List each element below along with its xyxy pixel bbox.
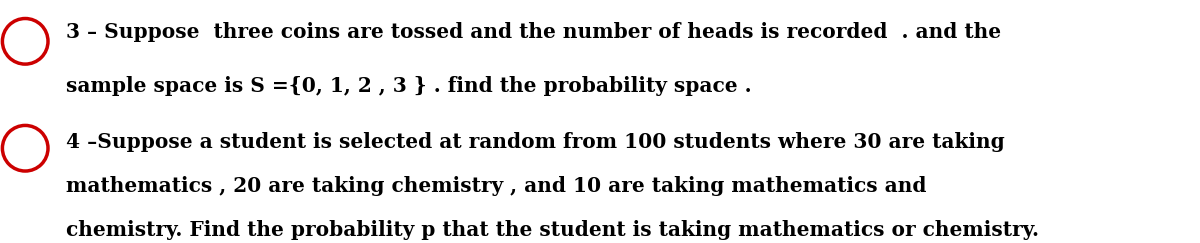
Text: 4 –Suppose a student is selected at random from 100 students where 30 are taking: 4 –Suppose a student is selected at rand… [66, 132, 1004, 152]
Text: mathematics , 20 are taking chemistry , and 10 are taking mathematics and: mathematics , 20 are taking chemistry , … [66, 176, 926, 196]
Text: sample space is S ={0, 1, 2 , 3 } . find the probability space .: sample space is S ={0, 1, 2 , 3 } . find… [66, 76, 751, 96]
Text: 3 – Suppose  three coins are tossed and the number of heads is recorded  . and t: 3 – Suppose three coins are tossed and t… [66, 22, 1001, 42]
Text: chemistry. Find the probability p that the student is taking mathematics or chem: chemistry. Find the probability p that t… [66, 220, 1039, 240]
